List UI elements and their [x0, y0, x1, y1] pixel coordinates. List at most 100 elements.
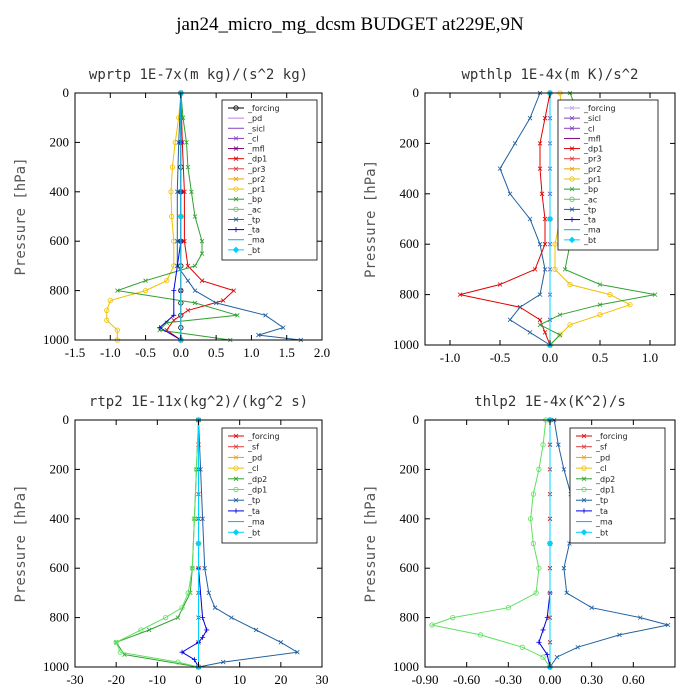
series-marker-ta — [157, 325, 163, 331]
legend-label: _tp — [247, 496, 260, 505]
series-marker-ta — [179, 649, 185, 655]
legend-label: _dp1 — [247, 155, 267, 164]
series-marker-dp1 — [540, 442, 546, 448]
series-marker-dp1 — [457, 292, 463, 297]
series-marker-bt — [195, 540, 202, 547]
legend-label: _tp — [583, 205, 596, 214]
x-tick-label: 0.0 — [542, 350, 558, 365]
series-marker-dp1 — [530, 491, 536, 497]
x-tick-label: -1.0 — [100, 345, 121, 360]
series-marker-dp1 — [182, 238, 187, 244]
legend-label: _pd — [247, 453, 262, 462]
series-marker-dp1 — [539, 191, 545, 197]
series-marker-bp — [143, 278, 148, 284]
series-marker-tp — [263, 313, 268, 318]
series-marker-tp — [507, 317, 513, 323]
series-marker-pr1 — [142, 287, 149, 294]
series-marker-dp1 — [542, 241, 548, 247]
series-marker-pr1 — [171, 238, 177, 244]
legend-marker — [233, 227, 239, 233]
series-line-dp1 — [459, 92, 551, 346]
series-marker-dp1 — [537, 166, 543, 171]
series-line-tp — [176, 92, 301, 341]
series-marker-bt — [546, 540, 554, 547]
series-marker-ta — [200, 634, 206, 640]
y-tick-label: 600 — [400, 236, 420, 251]
y-tick-label: 0 — [63, 85, 70, 100]
panel-title: rtp2 1E-11x(kg^2)/(kg^2 s) — [89, 394, 308, 410]
legend-marker — [233, 486, 239, 493]
panel-title: wpthlp 1E-4x(m K)/s^2 — [461, 67, 638, 83]
chart-panel-3: rtp2 1E-11x(kg^2)/(kg^2 s) Pressure [hPa]… — [13, 394, 329, 687]
series-marker-tp — [537, 241, 543, 247]
series-marker-tp — [561, 565, 567, 571]
series-marker-tp — [212, 605, 218, 611]
series-marker-bt — [546, 215, 554, 223]
series-marker-dp1 — [532, 267, 538, 272]
legend-label: _ma — [247, 518, 265, 527]
y-tick-label: 200 — [50, 134, 70, 149]
series-marker-ta — [544, 652, 550, 658]
legend-label: _dp2 — [595, 475, 615, 484]
series-marker-dp1 — [527, 516, 534, 522]
y-tick-label: 400 — [400, 186, 420, 201]
x-tick-label: 10 — [233, 672, 246, 687]
legend-label: _ta — [583, 216, 596, 225]
legend: _forcing _sf_pd _cl _dp2 _dp1_tp _ta _ma_bt — [221, 427, 318, 544]
series-marker-pr1 — [169, 164, 175, 170]
x-tick-label: -10 — [149, 672, 166, 687]
legend-marker — [569, 156, 575, 161]
series-marker-tp — [527, 216, 533, 222]
series-marker-pr1 — [567, 281, 573, 288]
legend-marker — [233, 146, 239, 151]
legend-box — [221, 99, 318, 261]
chart-panel-2: wpthlp 1E-4x(m K)/s^2 Pressure [hPa] -1.0 -… — [363, 67, 676, 365]
legend-marker — [233, 217, 239, 222]
series-marker-bp — [562, 267, 568, 272]
legend-label: _bt — [583, 236, 596, 245]
legend-marker — [569, 146, 575, 151]
series-marker-tp — [175, 238, 180, 244]
series-line-dp2 — [115, 419, 199, 668]
legend-label: _forcing — [247, 432, 280, 441]
legend-label: _bt — [247, 246, 260, 255]
legend-label: _pr1 — [583, 175, 601, 184]
series-marker-pr1 — [168, 189, 174, 195]
legend-marker — [233, 176, 239, 182]
series-marker-tp — [517, 304, 523, 310]
legend-label: _forcing — [583, 104, 616, 113]
x-tick-label: -0.60 — [453, 672, 480, 687]
x-tick-label: -0.30 — [495, 672, 522, 687]
series-line-dp1 — [115, 419, 199, 668]
series-marker-dp1 — [191, 516, 197, 522]
legend-label: _forcing — [595, 432, 628, 441]
series-marker-tp — [295, 649, 300, 655]
y-tick-label: 800 — [50, 610, 70, 625]
y-tick-label: 800 — [400, 610, 420, 625]
series-marker-bp — [557, 312, 563, 318]
series-marker-bp — [185, 164, 191, 170]
series-marker-tp — [575, 644, 581, 650]
series-marker-tp — [527, 115, 533, 121]
legend-label: _pr2 — [583, 165, 601, 174]
series-marker-tp — [589, 605, 594, 611]
legend-label: _ta — [247, 507, 260, 516]
legend-marker — [569, 186, 575, 192]
y-tick-label: 400 — [50, 511, 70, 526]
series-marker-dp1 — [429, 622, 435, 628]
legend-marker — [581, 508, 587, 514]
series-marker-pr1 — [107, 297, 113, 304]
series-marker-tp — [665, 622, 671, 628]
y-axis-label: Pressure [hPa] — [13, 484, 29, 602]
legend-label: _cl — [595, 464, 607, 473]
x-tick-label: 0.0 — [173, 345, 189, 360]
series-marker-dp1 — [537, 317, 543, 323]
series-marker-ta — [536, 639, 542, 645]
legend: _forcing_sicl_cl_mfl_dp1_pr3_pr2_pr1_bp_… — [557, 99, 659, 251]
series-marker-tp — [564, 590, 569, 596]
series-marker-pr1 — [627, 302, 633, 308]
legend-label: _pr2 — [247, 175, 265, 184]
legend-label: _dp1 — [595, 486, 615, 495]
legend-label: _forcing — [247, 104, 280, 113]
chart-panel-1: wprtp 1E-7x(m kg)/(s^2 kg) Pressure [hPa]… — [13, 67, 330, 360]
